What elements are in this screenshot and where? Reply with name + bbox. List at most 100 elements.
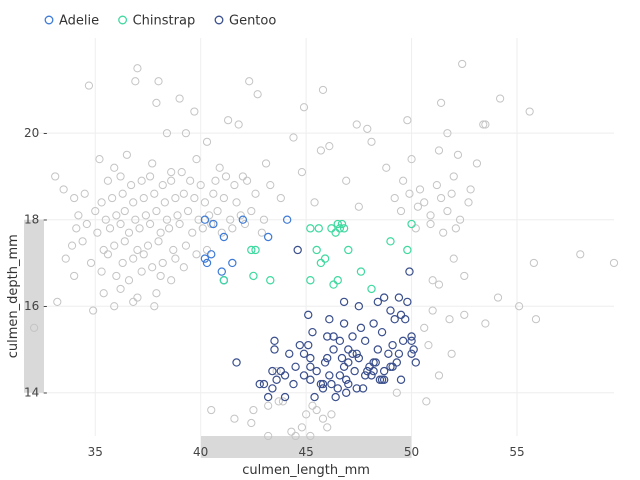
- point-gentoo: [268, 384, 277, 393]
- point-gentoo: [392, 358, 402, 367]
- point-gentoo: [396, 375, 406, 384]
- background-point: [390, 193, 399, 203]
- legend-label: Adelie: [59, 14, 99, 29]
- point-gentoo: [369, 319, 378, 328]
- point-gentoo: [401, 314, 410, 324]
- background-point: [152, 98, 161, 107]
- point-gentoo: [373, 345, 383, 354]
- legend-marker: [44, 15, 54, 25]
- background-point: [152, 206, 161, 216]
- point-gentoo: [354, 353, 364, 363]
- point-gentoo: [270, 336, 279, 346]
- background-point: [108, 193, 117, 203]
- background-point: [342, 176, 351, 185]
- point-chinstrap: [316, 258, 326, 268]
- background-point: [266, 180, 275, 190]
- y-tick-label: 14 -: [24, 386, 47, 400]
- point-gentoo: [335, 336, 345, 346]
- background-point: [493, 293, 503, 302]
- background-point: [287, 427, 296, 436]
- background-point: [72, 224, 81, 233]
- legend-item-chinstrap[interactable]: Chinstrap: [118, 14, 195, 29]
- x-tick-label: 55: [509, 445, 524, 459]
- x-brush-bar[interactable]: [200, 436, 412, 458]
- legend-item-adelie[interactable]: Adelie: [44, 14, 99, 29]
- background-point: [78, 237, 87, 246]
- background-point: [196, 180, 205, 190]
- background-point: [434, 280, 444, 289]
- background-point: [129, 297, 138, 306]
- background-point: [308, 401, 317, 410]
- background-point: [443, 129, 452, 138]
- legend-item-gentoo[interactable]: Gentoo: [214, 14, 276, 29]
- point-gentoo: [329, 345, 338, 354]
- background-point: [531, 315, 541, 324]
- point-gentoo: [396, 310, 406, 320]
- background-point: [422, 397, 431, 406]
- point-chinstrap: [251, 245, 260, 255]
- background-point: [190, 193, 199, 203]
- point-chinstrap: [337, 219, 347, 229]
- point-gentoo: [341, 388, 351, 397]
- background-point: [407, 155, 416, 164]
- point-gentoo: [369, 366, 378, 376]
- background-point: [242, 176, 252, 185]
- background-point: [245, 77, 254, 86]
- background-point: [103, 176, 113, 185]
- point-adelie: [200, 254, 210, 263]
- background-point: [434, 146, 444, 155]
- point-gentoo: [365, 362, 374, 371]
- background-point: [211, 176, 220, 185]
- gridlines: [32, 38, 614, 436]
- point-adelie: [217, 267, 226, 276]
- point-chinstrap: [407, 219, 416, 229]
- background-point: [354, 202, 363, 211]
- point-gentoo: [411, 358, 420, 367]
- brush-selection[interactable]: [24, 219, 412, 458]
- point-gentoo: [341, 375, 351, 384]
- point-gentoo: [394, 293, 404, 302]
- point-chinstrap: [356, 267, 366, 276]
- point-gentoo: [373, 297, 383, 307]
- point-gentoo: [232, 358, 241, 367]
- background-point: [228, 224, 237, 233]
- background-point: [181, 129, 191, 138]
- background-point: [464, 198, 473, 207]
- background-point: [127, 180, 136, 190]
- point-gentoo: [360, 371, 370, 380]
- background-point: [272, 367, 281, 376]
- background-point: [103, 250, 113, 259]
- point-gentoo: [327, 379, 336, 389]
- background-point: [202, 137, 212, 146]
- background-point: [97, 198, 106, 207]
- background-point: [93, 228, 102, 237]
- background-point: [323, 423, 332, 432]
- point-gentoo: [344, 345, 353, 354]
- background-point: [105, 224, 115, 233]
- background-point: [97, 267, 106, 276]
- point-chinstrap: [320, 254, 330, 263]
- background-point: [95, 155, 104, 164]
- y-brush-bar[interactable]: [24, 219, 44, 393]
- point-chinstrap: [331, 228, 340, 237]
- background-point: [291, 431, 300, 441]
- background-point: [420, 323, 429, 332]
- legend[interactable]: Adelie Chinstrap Gentoo: [44, 14, 276, 29]
- point-chinstrap: [247, 245, 256, 255]
- legend-marker: [214, 15, 224, 25]
- background-point: [226, 215, 235, 224]
- background-point: [84, 81, 94, 90]
- background-point: [74, 211, 83, 220]
- background-point: [232, 198, 241, 207]
- background-point: [143, 241, 153, 250]
- series-chinstrap: [219, 219, 416, 294]
- background-point: [110, 302, 119, 311]
- background-point: [247, 206, 256, 216]
- background-point: [133, 245, 142, 255]
- background-point: [112, 211, 121, 220]
- point-gentoo: [306, 353, 315, 363]
- background-point: [116, 284, 125, 294]
- background-point: [217, 228, 226, 237]
- background-point: [150, 189, 159, 198]
- point-gentoo: [323, 332, 332, 341]
